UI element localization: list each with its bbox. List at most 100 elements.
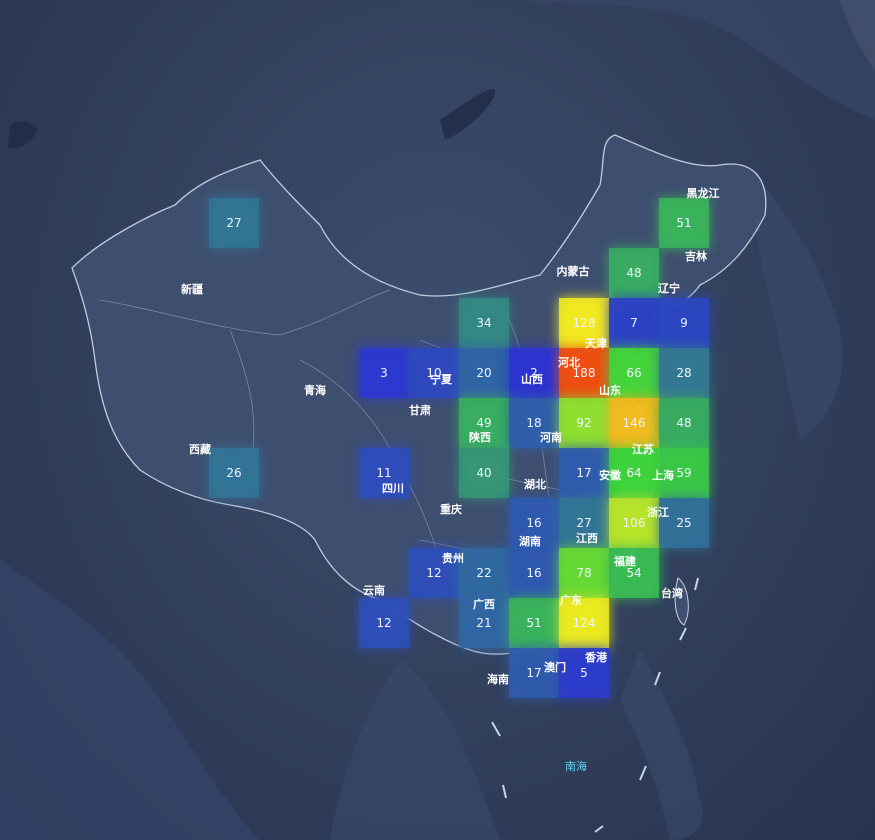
heatmap-cell[interactable]: 5 [559, 648, 609, 698]
heatmap-cell[interactable]: 2 [509, 348, 559, 398]
heatmap-cell[interactable]: 16 [509, 498, 559, 548]
heatmap-cell-rect[interactable] [459, 598, 509, 648]
heatmap-cell[interactable]: 10 [409, 348, 459, 398]
province-label: 广西 [473, 597, 495, 611]
heatmap-cell[interactable]: 18 [509, 398, 559, 448]
heatmap-cell[interactable]: 9 [659, 298, 709, 348]
heatmap-cell-value: 11 [376, 466, 391, 480]
heatmap-cell[interactable]: 54 [609, 548, 659, 598]
heatmap-cell-rect[interactable] [509, 598, 559, 648]
heatmap-cell[interactable]: 64 [609, 448, 659, 498]
heatmap-cell-rect[interactable] [209, 448, 259, 498]
heatmap-cell[interactable]: 12 [409, 548, 459, 598]
heatmap-cell-rect[interactable] [609, 348, 659, 398]
heatmap-cell[interactable]: 20 [459, 348, 509, 398]
heatmap-cell-rect[interactable] [659, 198, 709, 248]
heatmap-cell-rect[interactable] [509, 348, 559, 398]
heatmap-cell-rect[interactable] [609, 248, 659, 298]
heatmap-cell[interactable]: 7 [609, 298, 659, 348]
heatmap-cell-rect[interactable] [609, 548, 659, 598]
heatmap-cell[interactable]: 48 [609, 248, 659, 298]
heatmap-cell[interactable]: 26 [209, 448, 259, 498]
heatmap-cell[interactable]: 49 [459, 398, 509, 448]
heatmap-cell[interactable]: 92 [559, 398, 609, 448]
heatmap-cell[interactable]: 17 [559, 448, 609, 498]
heatmap-cell-value: 12 [426, 566, 441, 580]
heatmap-cell[interactable]: 106 [609, 498, 659, 548]
heatmap-cell[interactable]: 34 [459, 298, 509, 348]
heatmap-cell[interactable]: 17 [509, 648, 559, 698]
heatmap-cell-rect[interactable] [359, 598, 409, 648]
heatmap-cell-value: 2 [530, 366, 538, 380]
heatmap-cell[interactable]: 16 [509, 548, 559, 598]
heatmap-cell-rect[interactable] [559, 448, 609, 498]
heatmap-cell-rect[interactable] [559, 498, 609, 548]
heatmap-cell-rect[interactable] [559, 398, 609, 448]
heatmap-cell[interactable]: 78 [559, 548, 609, 598]
heatmap-cell[interactable]: 22 [459, 548, 509, 598]
heatmap-cell-rect[interactable] [659, 498, 709, 548]
heatmap-cell-rect[interactable] [559, 298, 609, 348]
heatmap-cell-rect[interactable] [509, 398, 559, 448]
heatmap-cell[interactable]: 11 [359, 448, 409, 498]
heatmap-cell-rect[interactable] [459, 448, 509, 498]
heatmap-cell-rect[interactable] [659, 398, 709, 448]
heatmap-cell-rect[interactable] [359, 448, 409, 498]
heatmap-cell[interactable]: 51 [509, 598, 559, 648]
heatmap-cell-rect[interactable] [209, 198, 259, 248]
heatmap-cell[interactable]: 28 [659, 348, 709, 398]
heatmap-cell[interactable]: 27 [209, 198, 259, 248]
heatmap-cell-rect[interactable] [559, 548, 609, 598]
heatmap-cell[interactable]: 51 [659, 198, 709, 248]
heatmap-cell-rect[interactable] [659, 348, 709, 398]
heatmap-cell-rect[interactable] [359, 348, 409, 398]
heatmap-cell[interactable]: 128 [559, 298, 609, 348]
heatmap-cell[interactable]: 59 [659, 448, 709, 498]
heatmap-cell-value: 92 [576, 416, 591, 430]
heatmap-cell[interactable]: 66 [609, 348, 659, 398]
heatmap-cell-rect[interactable] [559, 348, 609, 398]
heatmap-cell[interactable]: 27 [559, 498, 609, 548]
heatmap-cell-rect[interactable] [609, 498, 659, 548]
heatmap-cell-rect[interactable] [609, 398, 659, 448]
heatmap-cell-rect[interactable] [409, 548, 459, 598]
province-label: 天津 [585, 336, 607, 350]
heatmap-cell[interactable]: 3 [359, 348, 409, 398]
heatmap-cells: 27 51 48 34 128 7 9 3 10 20 2 188 66 28 49 18 92 146 48 26 1… [209, 198, 709, 698]
heatmap-cell-rect[interactable] [459, 348, 509, 398]
heatmap-cell[interactable]: 40 [459, 448, 509, 498]
heatmap-cell[interactable]: 124 [559, 598, 609, 648]
heatmap-cell-rect[interactable] [559, 648, 609, 698]
heatmap-cell-rect[interactable] [409, 348, 459, 398]
heatmap-cell-rect[interactable] [459, 548, 509, 598]
heatmap-cell-rect[interactable] [659, 298, 709, 348]
heatmap-cell[interactable]: 25 [659, 498, 709, 548]
heatmap-cell-rect[interactable] [659, 448, 709, 498]
province-label: 福建 [613, 554, 637, 568]
heatmap-cell-rect[interactable] [509, 548, 559, 598]
heatmap-cell-rect[interactable] [609, 298, 659, 348]
heatmap-cell-rect[interactable] [559, 598, 609, 648]
heatmap-cell[interactable]: 12 [359, 598, 409, 648]
heatmap-cell-value: 17 [526, 666, 541, 680]
heatmap-cell-value: 27 [226, 216, 241, 230]
heatmap-cell-rect[interactable] [509, 498, 559, 548]
heatmap-cell-rect[interactable] [459, 298, 509, 348]
heatmap-cell-rect[interactable] [609, 448, 659, 498]
heatmap-cell-value: 20 [476, 366, 491, 380]
heatmap-cell[interactable]: 21 [459, 598, 509, 648]
heatmap-cell-rect[interactable] [459, 398, 509, 448]
heatmap-cell[interactable]: 146 [609, 398, 659, 448]
heatmap-cell-value: 28 [676, 366, 691, 380]
heatmap-cell[interactable]: 188 [559, 348, 609, 398]
province-label: 青海 [304, 383, 326, 397]
heatmap-cell-rect[interactable] [509, 648, 559, 698]
province-label: 山西 [521, 372, 543, 386]
heatmap-cell-value: 51 [676, 216, 691, 230]
heatmap-cell-value: 49 [476, 416, 491, 430]
province-label: 澳门 [544, 660, 566, 674]
heatmap-cell[interactable]: 48 [659, 398, 709, 448]
